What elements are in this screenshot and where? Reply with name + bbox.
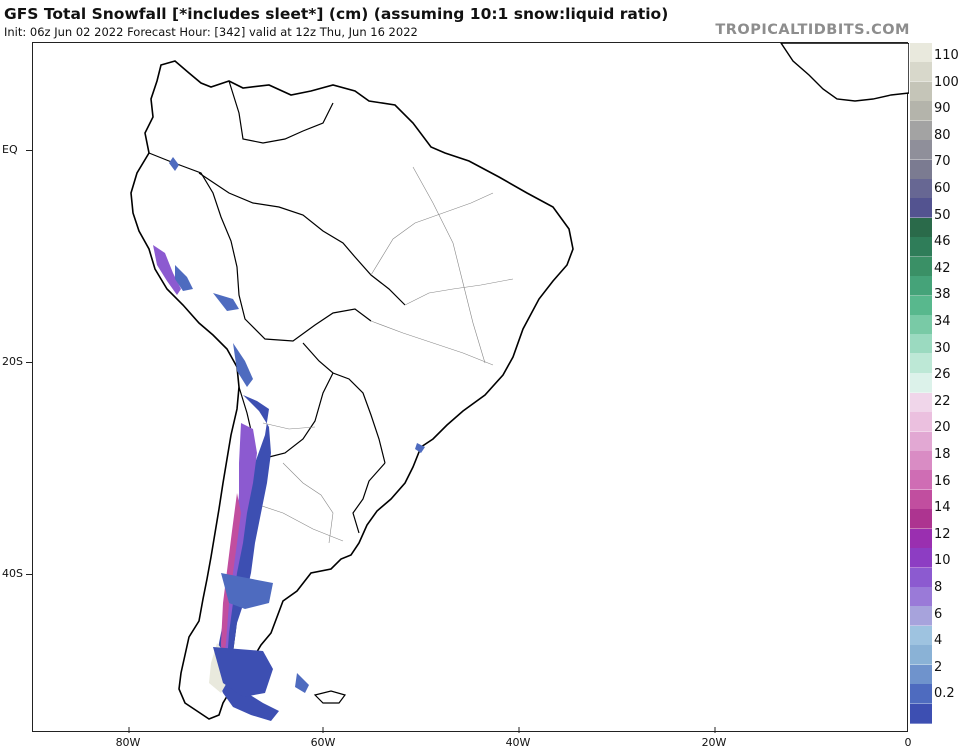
colorbar-swatch bbox=[910, 237, 932, 258]
colorbar-label: 30 bbox=[934, 340, 951, 356]
colorbar-swatch bbox=[910, 470, 932, 491]
colorbar-label: 60 bbox=[934, 181, 951, 196]
colorbar-swatch bbox=[910, 62, 932, 83]
colorbar-swatch bbox=[910, 295, 932, 316]
header: GFS Total Snowfall [*includes sleet*] (c… bbox=[0, 0, 960, 44]
colorbar-swatch bbox=[910, 625, 932, 646]
colorbar-swatch bbox=[910, 684, 932, 705]
colorbar-swatch bbox=[910, 159, 932, 180]
map-subtitle: Init: 06z Jun 02 2022 Forecast Hour: [34… bbox=[4, 25, 418, 39]
colorbar-swatch bbox=[910, 548, 932, 569]
colorbar-label: 16 bbox=[934, 473, 951, 489]
lon-label-80w: 80W bbox=[115, 736, 141, 749]
snowfall-field bbox=[153, 157, 425, 721]
colorbar-label: 70 bbox=[934, 154, 951, 170]
colorbar-swatch bbox=[910, 276, 932, 297]
colorbar-swatch bbox=[910, 120, 932, 141]
colorbar-swatch bbox=[910, 451, 932, 471]
colorbar-swatch bbox=[910, 217, 932, 238]
colorbar-swatch bbox=[910, 703, 932, 724]
colorbar-swatch bbox=[910, 198, 932, 219]
lat-label-20s: 20S bbox=[2, 355, 23, 368]
colorbar-swatch bbox=[910, 315, 932, 335]
map-canvas bbox=[128, 43, 909, 733]
colorbar-swatch bbox=[910, 587, 932, 607]
lon-label-40w: 40W bbox=[505, 736, 531, 749]
colorbar-swatch bbox=[910, 664, 932, 685]
colorbar-swatch bbox=[910, 256, 932, 277]
lon-label-20w: 20W bbox=[701, 736, 727, 749]
colorbar-label: 80 bbox=[934, 127, 951, 143]
colorbar-label: 0.2 bbox=[934, 686, 955, 702]
south-america-coastline bbox=[130, 60, 574, 720]
colorbar-label: 12 bbox=[934, 526, 951, 542]
colorbar-swatch bbox=[910, 392, 932, 413]
colorbar-swatch bbox=[910, 81, 932, 102]
colorbar-label: 20 bbox=[934, 420, 951, 436]
lat-tick-20s bbox=[26, 362, 32, 363]
snowfall-colorbar bbox=[910, 43, 932, 724]
colorbar-label: 18 bbox=[934, 447, 951, 462]
lon-label-0: 0 bbox=[904, 736, 912, 749]
colorbar-label: 34 bbox=[934, 314, 951, 329]
colorbar-label: 42 bbox=[934, 260, 951, 276]
lat-tick-40s bbox=[26, 574, 32, 575]
colorbar-label: 50 bbox=[934, 207, 951, 223]
colorbar-label: 6 bbox=[934, 606, 943, 622]
colorbar-swatch bbox=[910, 179, 932, 199]
lat-tick-eq bbox=[26, 150, 32, 151]
colorbar-swatch bbox=[910, 334, 932, 355]
colorbar-swatch bbox=[910, 528, 932, 549]
colorbar-swatch bbox=[910, 489, 932, 510]
colorbar-swatch bbox=[910, 645, 932, 666]
lat-label-eq: EQ bbox=[2, 143, 18, 156]
falkland-islands bbox=[313, 690, 347, 704]
map-panel bbox=[32, 42, 909, 733]
state-borders bbox=[252, 166, 514, 544]
colorbar-swatch bbox=[910, 43, 932, 63]
colorbar-swatch bbox=[910, 101, 932, 122]
colorbar-swatch bbox=[910, 509, 932, 530]
colorbar-label: 100 bbox=[934, 74, 959, 90]
colorbar-swatch bbox=[910, 353, 932, 374]
colorbar-swatch bbox=[910, 431, 932, 452]
colorbar-swatch bbox=[910, 606, 932, 627]
colorbar-label: 4 bbox=[934, 633, 943, 649]
map-title: GFS Total Snowfall [*includes sleet*] (c… bbox=[4, 5, 669, 23]
colorbar-swatch bbox=[910, 567, 932, 588]
colorbar-label: 10 bbox=[934, 553, 951, 569]
brand-watermark: TROPICALTIDBITS.COM bbox=[715, 22, 910, 38]
africa-coastline bbox=[780, 43, 909, 102]
lon-grid-ticks bbox=[128, 727, 716, 733]
colorbar-label: 8 bbox=[934, 580, 943, 595]
colorbar-label: 38 bbox=[934, 287, 951, 303]
colorbar-label: 110 bbox=[934, 48, 959, 63]
colorbar-label: 14 bbox=[934, 500, 951, 516]
lon-label-60w: 60W bbox=[310, 736, 336, 749]
colorbar-label: 90 bbox=[934, 101, 951, 117]
colorbar-swatch bbox=[910, 412, 932, 433]
colorbar-swatch bbox=[910, 140, 932, 161]
lat-label-40s: 40S bbox=[2, 567, 23, 580]
colorbar-label: 2 bbox=[934, 659, 943, 675]
colorbar-label: 26 bbox=[934, 367, 951, 383]
colorbar-swatch bbox=[910, 373, 932, 394]
colorbar-label: 22 bbox=[934, 393, 951, 409]
colorbar-label: 46 bbox=[934, 234, 951, 250]
